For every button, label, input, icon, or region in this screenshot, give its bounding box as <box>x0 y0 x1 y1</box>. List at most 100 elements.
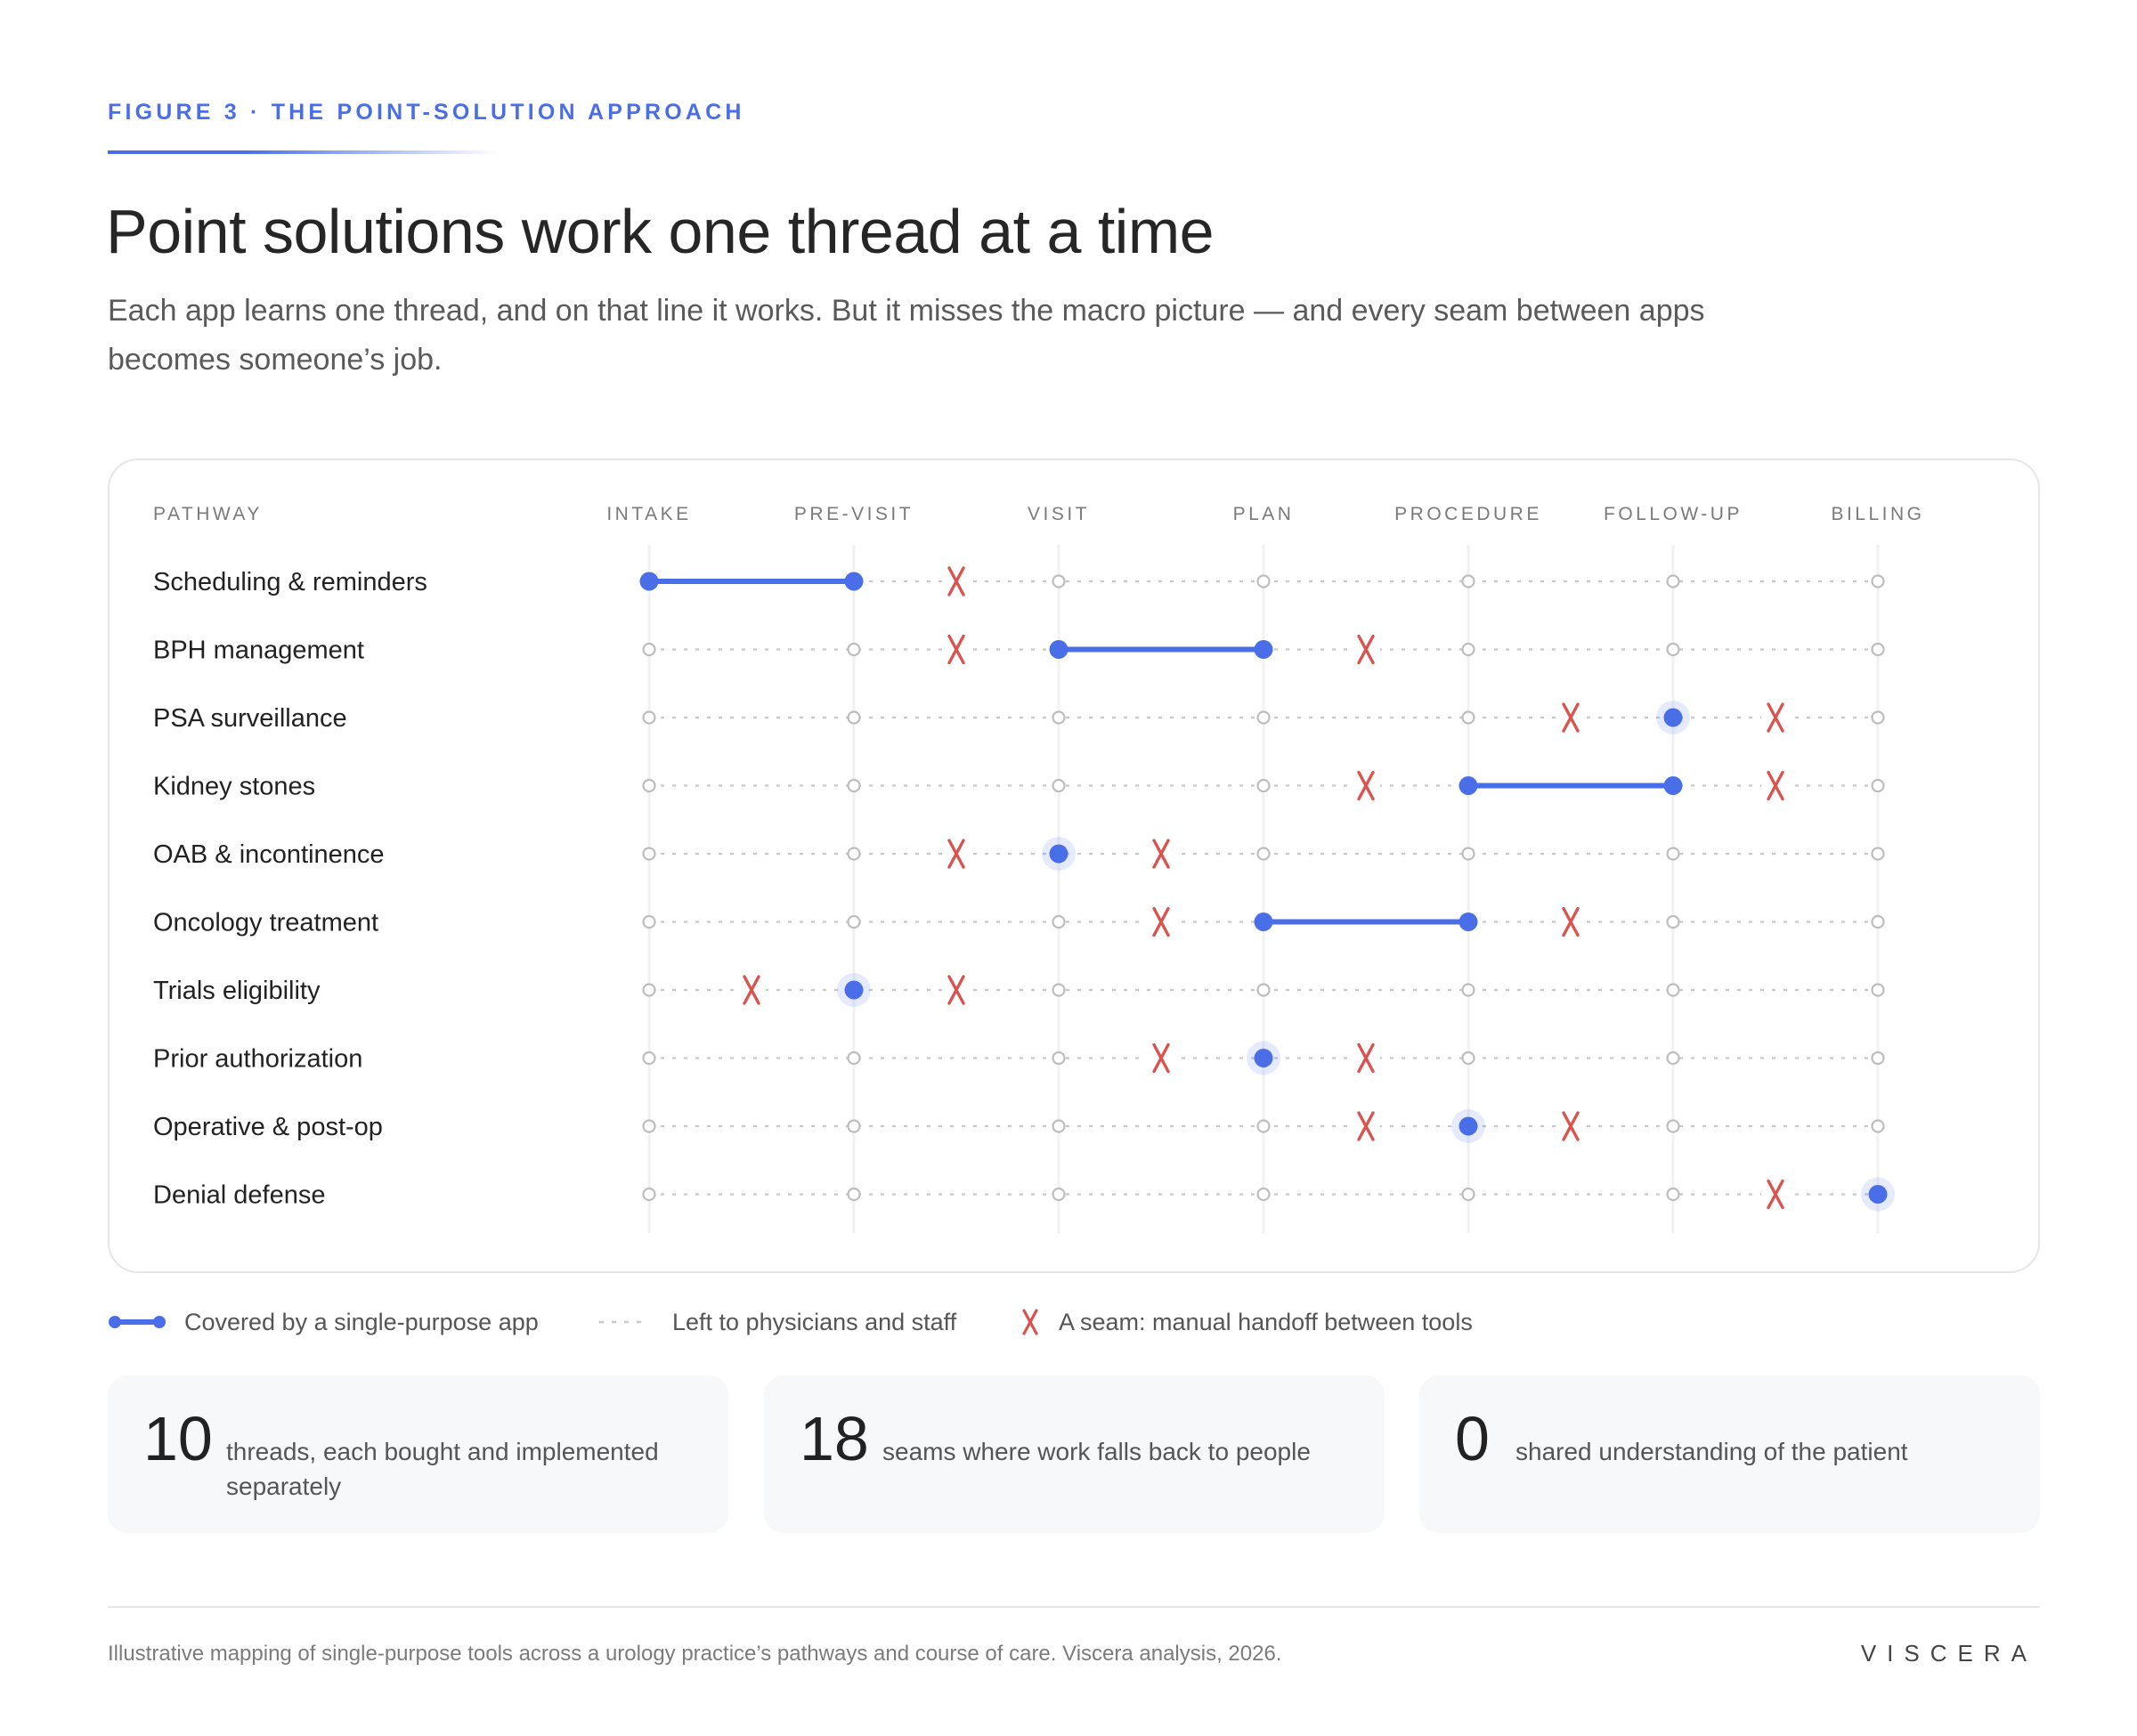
covered-stage-dot <box>1254 640 1273 659</box>
empty-stage-dot <box>847 778 861 793</box>
pathway-matrix-panel: PATHWAY INTAKE PRE-VISIT VISIT PLAN PROCEDURE… <box>108 458 2040 1273</box>
pathway-label: Oncology treatment <box>153 909 378 937</box>
empty-stage-dot <box>1461 710 1475 725</box>
seam-x-stroke <box>743 975 760 1005</box>
covered-stage-dot <box>1459 1116 1478 1136</box>
empty-stage-dot <box>1871 847 1885 861</box>
stat-text: threads, each bought and implemented sep… <box>226 1438 659 1500</box>
seam-x-stroke <box>1767 1179 1784 1210</box>
seam-x-icon <box>947 566 965 596</box>
empty-stage-dot <box>1256 778 1271 793</box>
seam-x-icon <box>743 975 760 1005</box>
covered-line-icon <box>109 1316 166 1328</box>
page-subtitle: Each app learns one thread, and on that … <box>108 294 1705 377</box>
seam-x-stroke <box>1357 1042 1375 1074</box>
seam-x-icon <box>1562 906 1580 937</box>
empty-stage-dot <box>1871 574 1885 588</box>
stat-number: 10 <box>143 1404 213 1473</box>
covered-stage-dot <box>844 572 864 591</box>
stat-text: shared understanding of the patient <box>1515 1438 1908 1465</box>
pathway-matrix: PATHWAY INTAKE PRE-VISIT VISIT PLAN PROCEDURE… <box>153 504 1924 1233</box>
empty-stage-dot <box>1666 914 1680 929</box>
empty-stage-dot <box>1666 1119 1680 1133</box>
seam-x-icon <box>1152 839 1170 869</box>
seam-x-stroke <box>947 566 965 596</box>
empty-stage-dot <box>1052 1119 1066 1133</box>
stage-header: INTAKE <box>606 504 691 524</box>
seam-x-icon <box>1767 1179 1784 1210</box>
dashed-line-icon <box>599 1320 649 1324</box>
empty-stage-dot <box>847 710 861 725</box>
seam-x-stroke <box>1152 1042 1170 1074</box>
covered-stage-dot <box>1459 776 1478 795</box>
pathway-label: Prior authorization <box>153 1045 362 1074</box>
empty-stage-dot <box>1256 847 1271 861</box>
empty-stage-dot <box>1871 983 1885 997</box>
empty-stage-dot <box>847 847 861 861</box>
seam-x-stroke <box>947 839 965 869</box>
legend-seam: A seam: manual handoff between tools <box>1018 1304 1473 1340</box>
footnote: Illustrative mapping of single-purpose t… <box>108 1642 1282 1666</box>
empty-stage-dot <box>1461 1187 1475 1202</box>
empty-stage-dot <box>1871 642 1885 657</box>
stat-card-understanding: 0 shared understanding of the patient <box>1419 1375 2040 1533</box>
empty-stage-dot <box>1052 574 1066 588</box>
empty-stage-dot <box>642 710 656 725</box>
seam-x-icon <box>1152 906 1170 937</box>
legend-covered-label: Covered by a single-purpose app <box>184 1308 539 1335</box>
empty-stage-dot <box>1666 1187 1680 1202</box>
stat-number: 0 <box>1455 1404 1490 1473</box>
seam-x-icon <box>1767 702 1784 733</box>
empty-stage-dot <box>642 1187 656 1202</box>
empty-stage-dot <box>1461 983 1475 997</box>
stat-text: seams where work falls back to people <box>882 1438 1311 1465</box>
stage-header: VISIT <box>1028 504 1090 524</box>
seam-x-icon <box>1767 770 1784 801</box>
seam-x-icon <box>1357 770 1375 801</box>
pathway-column-header: PATHWAY <box>153 504 263 524</box>
legend-gap: Left to physicians and staff <box>597 1304 956 1340</box>
stage-header: PRE-VISIT <box>794 504 914 524</box>
seam-x-icon <box>1562 702 1580 733</box>
covered-stage-dot <box>1459 913 1478 931</box>
pathway-label: PSA surveillance <box>153 704 347 733</box>
empty-stage-dot <box>642 642 656 657</box>
covered-stage-dot <box>639 572 659 591</box>
covered-stage-dot <box>1049 640 1068 659</box>
empty-stage-dot <box>1461 574 1475 588</box>
empty-stage-dot <box>1052 778 1066 793</box>
empty-stage-dot <box>642 847 656 861</box>
empty-stage-dot <box>1052 1051 1066 1066</box>
empty-stage-dot <box>642 983 656 997</box>
pathway-label: Denial defense <box>153 1181 325 1210</box>
empty-stage-dot <box>1461 847 1475 861</box>
covered-stage-dot <box>1254 913 1273 931</box>
seam-x-stroke <box>1562 906 1580 937</box>
empty-stage-dot <box>642 778 656 793</box>
empty-stage-dot <box>847 1187 861 1202</box>
empty-stage-dot <box>642 1119 656 1133</box>
seam-x-stroke <box>1357 770 1375 801</box>
stage-header: BILLING <box>1831 504 1924 524</box>
pathway-label: Scheduling & reminders <box>153 568 427 596</box>
seam-x-stroke <box>1767 770 1784 801</box>
legend-seam-label: A seam: manual handoff between tools <box>1059 1308 1473 1335</box>
seam-x-stroke <box>1357 634 1375 665</box>
pathway-label: Operative & post-op <box>153 1113 383 1141</box>
empty-stage-dot <box>1871 1119 1885 1133</box>
figure-eyebrow: FIGURE 3 · THE POINT-SOLUTION APPROACH <box>108 100 745 125</box>
empty-stage-dot <box>1256 1119 1271 1133</box>
empty-stage-dot <box>1052 710 1066 725</box>
pathway-label: OAB & incontinence <box>153 840 385 869</box>
covered-stage-dot <box>1663 708 1683 727</box>
seam-x-stroke <box>1152 839 1170 869</box>
pathway-label: Kidney stones <box>153 773 315 801</box>
seam-x-stroke <box>1562 1111 1580 1141</box>
pathway-label: Trials eligibility <box>153 977 321 1005</box>
legend-gap-label: Left to physicians and staff <box>672 1308 957 1335</box>
seam-x-stroke <box>1357 1111 1375 1141</box>
covered-stage-dot <box>1049 844 1068 864</box>
seam-x-icon <box>1357 634 1375 665</box>
seam-x-stroke <box>1152 906 1170 937</box>
seam-x-icon <box>947 634 965 665</box>
